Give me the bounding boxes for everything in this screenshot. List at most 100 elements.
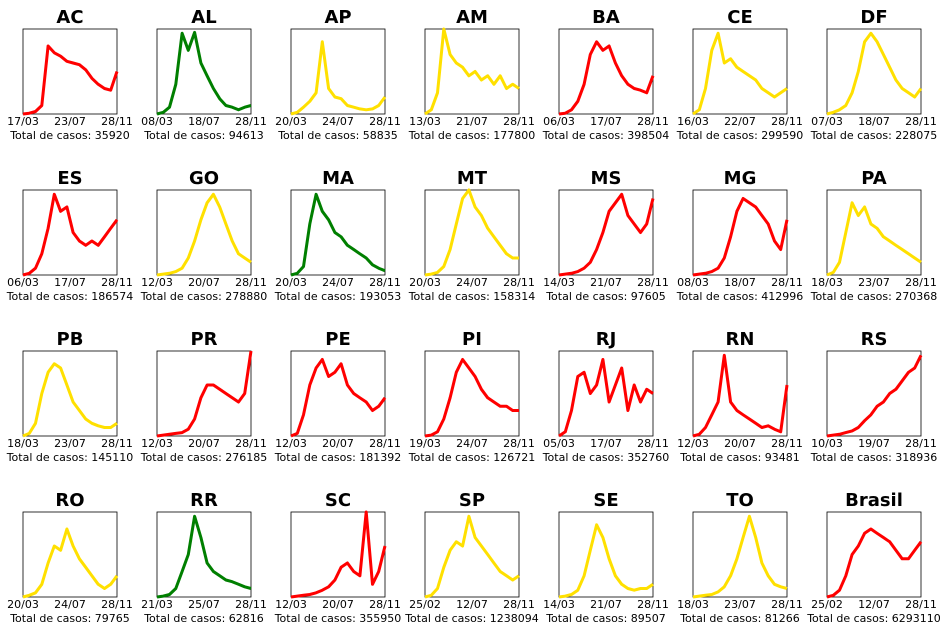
chart-title: MA xyxy=(322,168,354,189)
x-tick-label: 19/07 xyxy=(858,437,890,450)
x-tick-label: 08/03 xyxy=(677,276,709,289)
x-tick-label: 28/11 xyxy=(771,598,803,611)
x-tick-label: 25/02 xyxy=(811,598,843,611)
x-tick-label: 20/03 xyxy=(7,598,39,611)
x-tick-label: 20/07 xyxy=(188,437,220,450)
x-tick-label: 06/03 xyxy=(543,115,575,128)
case-line xyxy=(22,192,119,277)
x-tick-label: 23/07 xyxy=(724,598,756,611)
case-line xyxy=(22,362,118,438)
plot-frame xyxy=(156,189,252,276)
x-axis-label: Total de casos: 270368 xyxy=(810,290,938,303)
x-tick-label: 17/07 xyxy=(590,437,622,450)
x-axis-label: Total de casos: 398504 xyxy=(542,129,670,142)
chart-title: MG xyxy=(724,168,757,189)
x-tick-label: 20/07 xyxy=(188,276,220,289)
x-axis-label: Total de casos: 58835 xyxy=(277,129,398,142)
case-line xyxy=(826,31,923,116)
x-tick-label: 28/11 xyxy=(101,276,133,289)
x-tick-label: 28/11 xyxy=(369,276,401,289)
plot-frame xyxy=(424,511,520,598)
plot-frame xyxy=(290,350,386,437)
plot-frame xyxy=(22,189,118,276)
x-tick-label: 28/11 xyxy=(637,598,669,611)
x-tick-label: 16/03 xyxy=(677,115,709,128)
case-line xyxy=(558,358,654,438)
x-tick-label: 28/11 xyxy=(235,598,267,611)
x-axis-label: Total de casos: 93481 xyxy=(679,451,800,464)
case-line xyxy=(290,192,386,277)
case-line xyxy=(156,30,252,116)
chart-title: AP xyxy=(324,7,351,28)
chart-title: PA xyxy=(861,168,887,189)
chart-title: Brasil xyxy=(845,490,903,511)
case-line xyxy=(22,527,119,599)
x-axis-label: Total de casos: 276185 xyxy=(140,451,268,464)
plot-frame xyxy=(692,189,788,276)
x-tick-label: 17/03 xyxy=(7,115,39,128)
x-tick-label: 12/03 xyxy=(141,437,173,450)
x-tick-label: 24/07 xyxy=(322,276,354,289)
x-tick-label: 28/11 xyxy=(101,115,133,128)
x-tick-label: 20/07 xyxy=(322,437,354,450)
x-tick-label: 28/11 xyxy=(101,598,133,611)
plot-frame xyxy=(156,511,252,598)
x-tick-label: 25/07 xyxy=(188,598,220,611)
x-tick-label: 18/03 xyxy=(677,598,709,611)
chart-title: RN xyxy=(726,329,755,350)
x-axis-label: Total de casos: 158314 xyxy=(408,290,536,303)
x-tick-label: 12/07 xyxy=(456,598,488,611)
case-line xyxy=(692,514,788,599)
case-line xyxy=(156,192,252,277)
x-tick-label: 28/11 xyxy=(503,276,535,289)
x-tick-label: 23/07 xyxy=(54,115,86,128)
x-tick-label: 24/07 xyxy=(456,437,488,450)
x-tick-label: 28/11 xyxy=(637,276,669,289)
plot-frame xyxy=(22,511,118,598)
chart-title: AM xyxy=(456,7,488,28)
x-tick-label: 17/07 xyxy=(54,276,86,289)
plot-frame xyxy=(424,28,520,115)
x-tick-label: 21/07 xyxy=(590,598,622,611)
plot-frame xyxy=(826,28,922,115)
case-line xyxy=(692,353,789,438)
x-axis-label: Total de casos: 6293110 xyxy=(806,612,941,625)
case-line xyxy=(424,27,520,116)
x-tick-label: 28/11 xyxy=(905,437,937,450)
plot-frame xyxy=(558,189,654,276)
chart-title: MT xyxy=(457,168,488,189)
x-axis-label: Total de casos: 81266 xyxy=(679,612,800,625)
x-tick-label: 12/03 xyxy=(677,437,709,450)
plot-frame xyxy=(424,350,520,437)
x-tick-label: 19/03 xyxy=(409,437,441,450)
case-line xyxy=(156,350,253,438)
case-line xyxy=(558,40,655,116)
x-tick-label: 28/11 xyxy=(235,115,267,128)
chart-title: PE xyxy=(325,329,351,350)
x-tick-label: 28/11 xyxy=(101,437,133,450)
x-tick-label: 28/11 xyxy=(369,115,401,128)
chart-title: CE xyxy=(727,7,753,28)
x-tick-label: 18/07 xyxy=(724,276,756,289)
x-axis-label: Total de casos: 278880 xyxy=(140,290,268,303)
plot-frame xyxy=(22,350,118,437)
x-tick-label: 28/11 xyxy=(503,437,535,450)
x-tick-label: 18/07 xyxy=(858,115,890,128)
x-axis-label: Total de casos: 126721 xyxy=(408,451,536,464)
case-line xyxy=(826,354,923,438)
case-line xyxy=(424,358,519,438)
x-tick-label: 24/07 xyxy=(54,598,86,611)
plot-frame xyxy=(290,511,386,598)
x-tick-label: 20/07 xyxy=(724,437,756,450)
x-tick-label: 20/03 xyxy=(275,115,307,128)
x-axis-label: Total de casos: 412996 xyxy=(676,290,804,303)
x-tick-label: 28/11 xyxy=(369,598,401,611)
chart-title: GO xyxy=(189,168,219,189)
case-line xyxy=(558,192,655,277)
x-axis-label: Total de casos: 79765 xyxy=(9,612,130,625)
chart-title: RS xyxy=(861,329,888,350)
x-tick-label: 24/07 xyxy=(456,276,488,289)
x-tick-label: 05/03 xyxy=(543,437,575,450)
x-axis-label: Total de casos: 355950 xyxy=(274,612,402,625)
